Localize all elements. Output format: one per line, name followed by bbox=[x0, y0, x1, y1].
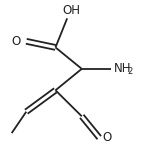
Text: OH: OH bbox=[62, 4, 81, 17]
Text: 2: 2 bbox=[128, 67, 133, 76]
Text: O: O bbox=[102, 131, 111, 144]
Text: NH: NH bbox=[114, 62, 131, 75]
Text: O: O bbox=[11, 35, 20, 48]
